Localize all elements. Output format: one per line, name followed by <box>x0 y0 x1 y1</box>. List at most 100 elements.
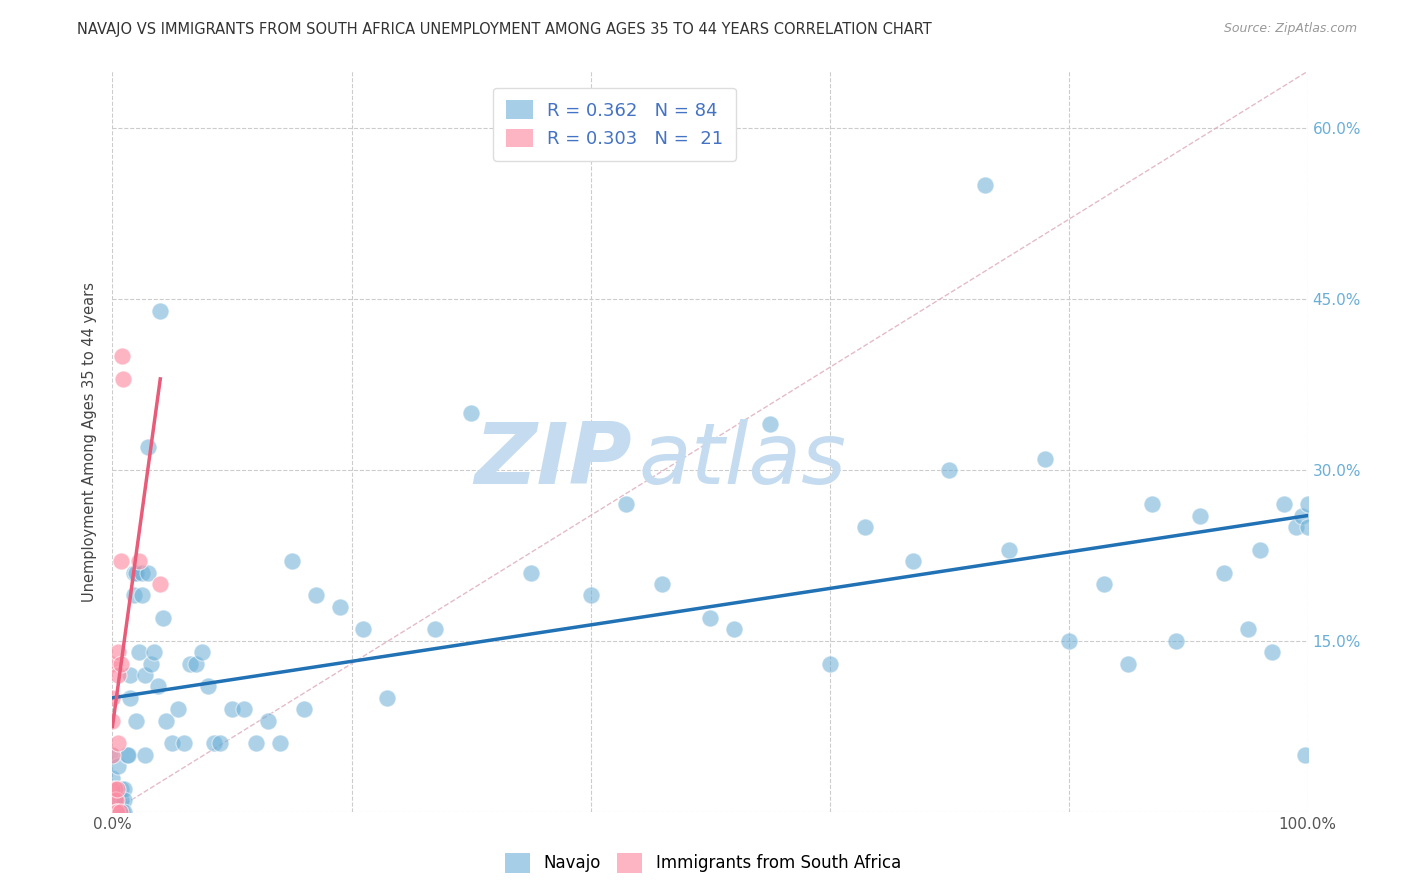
Point <box>104 781 127 796</box>
Point <box>111 805 134 819</box>
Point <box>305 588 328 602</box>
Point <box>105 781 128 796</box>
Point <box>105 805 128 819</box>
Point <box>281 554 304 568</box>
Point <box>128 554 150 568</box>
Point <box>104 793 127 807</box>
Point <box>974 178 997 193</box>
Point <box>131 566 153 580</box>
Point <box>1285 520 1308 534</box>
Point <box>101 771 124 785</box>
Point <box>1261 645 1284 659</box>
Point <box>101 781 124 796</box>
Point <box>167 702 190 716</box>
Point <box>1142 497 1164 511</box>
Point <box>1213 566 1236 580</box>
Point <box>107 759 129 773</box>
Point <box>134 747 156 762</box>
Point <box>112 372 135 386</box>
Point <box>903 554 925 568</box>
Point <box>128 645 150 659</box>
Point <box>233 702 256 716</box>
Text: ZIP: ZIP <box>475 418 633 501</box>
Point <box>1033 451 1056 466</box>
Point <box>155 714 177 728</box>
Point <box>117 747 139 762</box>
Point <box>139 657 162 671</box>
Point <box>197 680 219 694</box>
Point <box>269 736 291 750</box>
Point <box>115 747 138 762</box>
Point <box>101 690 124 705</box>
Point <box>579 588 602 602</box>
Point <box>520 566 543 580</box>
Point <box>110 781 132 796</box>
Point <box>352 623 374 637</box>
Point <box>759 417 782 432</box>
Point <box>125 714 148 728</box>
Point <box>292 702 315 716</box>
Point <box>101 714 124 728</box>
Point <box>699 611 721 625</box>
Point <box>101 747 124 762</box>
Point <box>191 645 214 659</box>
Point <box>110 657 132 671</box>
Point <box>149 577 172 591</box>
Point <box>110 793 132 807</box>
Point <box>651 577 673 591</box>
Point <box>202 736 225 750</box>
Point <box>105 793 128 807</box>
Point <box>114 805 135 819</box>
Point <box>138 566 160 580</box>
Point <box>105 805 128 819</box>
Point <box>1189 508 1212 523</box>
Point <box>138 440 160 454</box>
Point <box>1237 623 1260 637</box>
Point <box>425 623 447 637</box>
Point <box>143 645 166 659</box>
Point <box>107 793 129 807</box>
Point <box>111 349 134 363</box>
Point <box>938 463 960 477</box>
Point <box>616 497 638 511</box>
Text: atlas: atlas <box>638 418 846 501</box>
Point <box>1272 497 1295 511</box>
Point <box>1294 747 1316 762</box>
Point <box>245 736 267 750</box>
Point <box>108 805 131 819</box>
Point <box>162 736 183 750</box>
Point <box>723 623 745 637</box>
Point <box>125 566 148 580</box>
Point <box>460 406 482 420</box>
Point <box>1249 542 1271 557</box>
Point <box>1094 577 1116 591</box>
Point <box>818 657 841 671</box>
Point <box>120 690 142 705</box>
Point <box>186 657 208 671</box>
Point <box>146 680 169 694</box>
Legend: Navajo, Immigrants from South Africa: Navajo, Immigrants from South Africa <box>498 847 908 880</box>
Point <box>107 736 129 750</box>
Point <box>998 542 1021 557</box>
Text: NAVAJO VS IMMIGRANTS FROM SOUTH AFRICA UNEMPLOYMENT AMONG AGES 35 TO 44 YEARS CO: NAVAJO VS IMMIGRANTS FROM SOUTH AFRICA U… <box>77 22 932 37</box>
Point <box>114 781 135 796</box>
Point <box>179 657 201 671</box>
Point <box>1118 657 1140 671</box>
Point <box>1296 520 1319 534</box>
Point <box>122 566 145 580</box>
Point <box>377 690 399 705</box>
Point <box>107 645 129 659</box>
Point <box>111 805 134 819</box>
Point <box>149 303 172 318</box>
Point <box>107 668 129 682</box>
Point <box>221 702 243 716</box>
Point <box>120 668 142 682</box>
Point <box>152 611 174 625</box>
Point <box>1057 633 1080 648</box>
Point <box>209 736 232 750</box>
Point <box>101 747 124 762</box>
Point <box>173 736 195 750</box>
Point <box>110 554 132 568</box>
Point <box>122 588 145 602</box>
Point <box>131 588 153 602</box>
